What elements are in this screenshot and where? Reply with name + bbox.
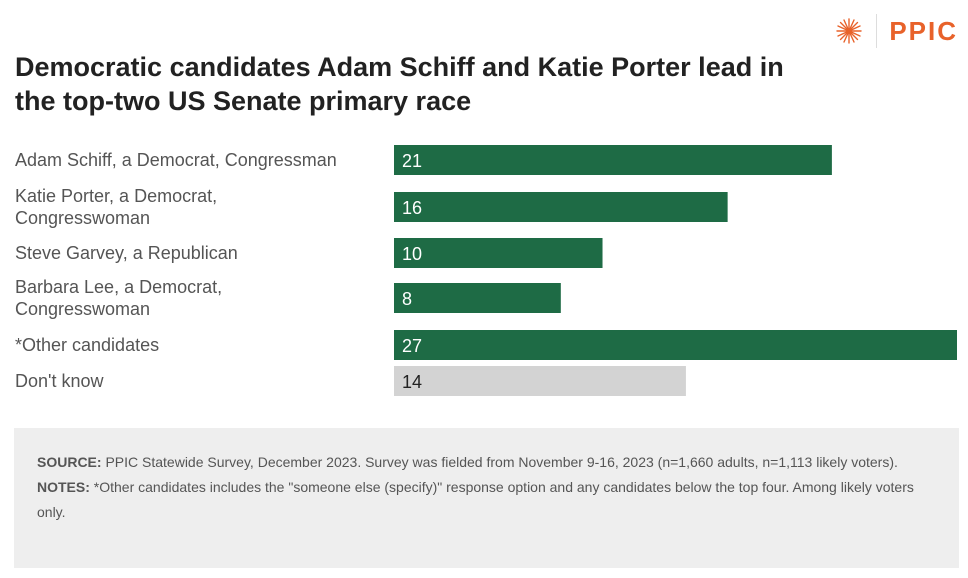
- bar: [394, 330, 957, 360]
- bar-chart: Adam Schiff, a Democrat, Congressman 21 Ka…: [15, 145, 957, 396]
- notes-text: *Other candidates includes the "someone …: [37, 479, 914, 520]
- ppic-logo: PPIC: [834, 14, 958, 48]
- category-label: Barbara Lee, a Democrat, Congresswoman: [15, 277, 222, 319]
- source-note: SOURCE: PPIC Statewide Survey, December …: [37, 450, 939, 475]
- notes-label: NOTES:: [37, 479, 90, 495]
- value-label: 21: [402, 151, 422, 171]
- bar: [394, 238, 603, 268]
- bar: [394, 283, 561, 313]
- logo-divider: [876, 14, 878, 48]
- bar: [394, 366, 686, 396]
- category-label: Steve Garvey, a Republican: [15, 243, 238, 263]
- category-label: Katie Porter, a Democrat, Congresswoman: [15, 186, 217, 228]
- value-label: 10: [402, 244, 422, 264]
- chart-title: Democratic candidates Adam Schiff and Ka…: [15, 52, 784, 116]
- value-label: 16: [402, 198, 422, 218]
- category-label: Don't know: [15, 371, 104, 391]
- notes-note: NOTES: *Other candidates includes the "s…: [37, 475, 939, 525]
- value-label: 14: [402, 372, 422, 392]
- value-label: 8: [402, 289, 412, 309]
- value-label: 27: [402, 336, 422, 356]
- category-label: *Other candidates: [15, 335, 159, 355]
- bar: [394, 192, 728, 222]
- category-label: Adam Schiff, a Democrat, Congressman: [15, 150, 337, 170]
- source-text: PPIC Statewide Survey, December 2023. Su…: [101, 454, 898, 470]
- source-label: SOURCE:: [37, 454, 102, 470]
- ppic-wordmark: PPIC: [889, 15, 958, 46]
- ppic-sunburst-icon: [836, 18, 863, 44]
- bar: [394, 145, 832, 175]
- source-notes-box: SOURCE: PPIC Statewide Survey, December …: [14, 428, 959, 568]
